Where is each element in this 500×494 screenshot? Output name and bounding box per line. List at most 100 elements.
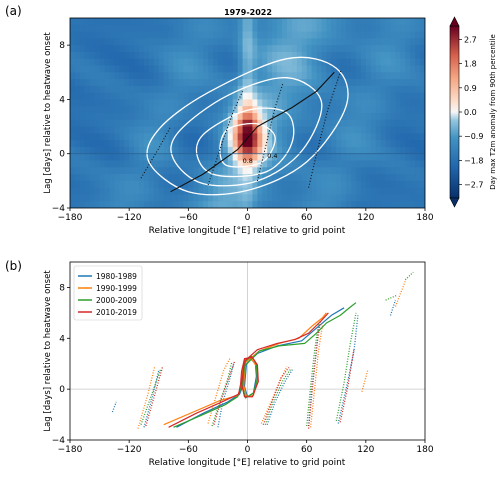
heatmap-cell: [153, 126, 160, 134]
heatmap-cell: [400, 126, 406, 134]
heatmap-cell: [242, 133, 248, 141]
heatmap-cell: [168, 38, 174, 46]
heatmap-cell: [119, 126, 125, 134]
heatmap-cell: [222, 146, 229, 155]
heatmap-cell: [326, 153, 332, 161]
heatmap-cell: [252, 31, 258, 39]
heatmap-cell: [326, 79, 332, 87]
heatmap-cell: [375, 167, 382, 175]
heatmap-cell: [124, 45, 130, 53]
heatmap-cell: [178, 24, 184, 32]
heatmap-cell: [143, 133, 150, 141]
heatmap-cell: [395, 180, 401, 189]
heatmap-cell: [321, 24, 327, 32]
heatmap-cell: [89, 79, 96, 87]
heatmap-cell: [420, 45, 425, 53]
heatmap-cell: [74, 24, 81, 32]
heatmap-cell: [286, 85, 293, 94]
heatmap-cell: [232, 24, 239, 32]
heatmap-cell: [360, 174, 367, 182]
heatmap-cell: [341, 65, 347, 73]
x-tick-label: 180: [416, 445, 433, 455]
heatmap-cell: [168, 194, 174, 202]
heatmap-cell: [247, 194, 253, 202]
heatmap-cell: [286, 153, 293, 161]
heatmap-cell: [355, 99, 362, 107]
heatmap-cell: [198, 113, 204, 121]
heatmap-cell: [272, 31, 278, 39]
heatmap-cell: [311, 24, 317, 32]
heatmap-cell: [262, 126, 268, 134]
heatmap-cell: [74, 160, 81, 168]
heatmap-cell: [351, 160, 357, 168]
heatmap-cell: [360, 45, 367, 53]
heatmap-cell: [173, 65, 179, 73]
heatmap-cell: [158, 194, 165, 202]
reference-lines: [70, 262, 425, 440]
heatmap-cell: [129, 72, 135, 80]
heatmap-cell: [296, 106, 303, 114]
heatmap-cell: [129, 45, 135, 53]
heatmap-cell: [282, 99, 288, 107]
heatmap-cell: [153, 167, 160, 175]
heatmap-cell: [380, 167, 386, 175]
heatmap-cell: [385, 113, 391, 121]
heatmap-cell: [134, 18, 140, 26]
heatmap-cell: [296, 133, 303, 141]
heatmap-cell: [326, 106, 332, 114]
heatmap-cell: [168, 18, 174, 26]
heatmap-cell: [247, 58, 253, 66]
heatmap-cell: [203, 140, 209, 148]
heatmap-cell: [124, 126, 130, 134]
heatmap-cell: [89, 194, 96, 202]
heatmap-cell: [74, 180, 81, 189]
heatmap-cell: [365, 113, 372, 121]
heatmap-cell: [272, 146, 278, 155]
heatmap-cell: [331, 133, 337, 141]
heatmap-cell: [336, 113, 342, 121]
heatmap-cell: [277, 187, 283, 195]
heatmap-cell: [119, 24, 125, 32]
heatmap-cell: [148, 146, 155, 155]
heatmap-cell: [148, 92, 155, 100]
heatmap-cell: [360, 119, 367, 127]
heatmap-cell: [203, 113, 209, 121]
heatmap-cell: [208, 58, 214, 66]
heatmap-cell: [311, 45, 317, 53]
heatmap-cell: [168, 201, 174, 208]
heatmap-cell: [94, 133, 100, 141]
heatmap-cell: [232, 65, 239, 73]
heatmap-cell: [193, 92, 199, 100]
heatmap-cell: [380, 72, 386, 80]
heatmap-cell: [420, 146, 425, 155]
heatmap-cell: [341, 140, 347, 148]
heatmap-cell: [262, 18, 268, 26]
heatmap-cell: [311, 187, 317, 195]
heatmap-cell: [272, 167, 278, 175]
dotted-track-2000-2009: [335, 312, 357, 422]
heatmap-cell: [336, 194, 342, 202]
heatmap-cell: [375, 18, 382, 26]
heatmap-cell: [109, 31, 115, 39]
heatmap-cell: [247, 140, 253, 148]
heatmap-cell: [153, 58, 160, 66]
heatmap-cell: [232, 79, 239, 87]
heatmap-cell: [316, 38, 322, 46]
heatmap-cell: [242, 153, 248, 161]
heatmap-cell: [217, 51, 224, 60]
heatmap-cell: [168, 99, 174, 107]
colorbar-tick-label: −2.7: [464, 181, 483, 190]
heatmap-cell: [420, 187, 425, 195]
heatmap-cell: [143, 51, 150, 60]
heatmap-cell: [193, 194, 199, 202]
heatmap-cell: [143, 85, 150, 94]
heatmap-cell: [114, 72, 120, 80]
heatmap-cell: [178, 18, 184, 26]
heatmap-cell: [129, 24, 135, 32]
colorbar-tick-label: 0.9: [464, 84, 477, 93]
heatmap-cell: [360, 113, 367, 121]
heatmap-cell: [341, 51, 347, 60]
heatmap-cell: [188, 106, 194, 114]
heatmap-cell: [257, 133, 263, 141]
heatmap-cell: [326, 45, 332, 53]
